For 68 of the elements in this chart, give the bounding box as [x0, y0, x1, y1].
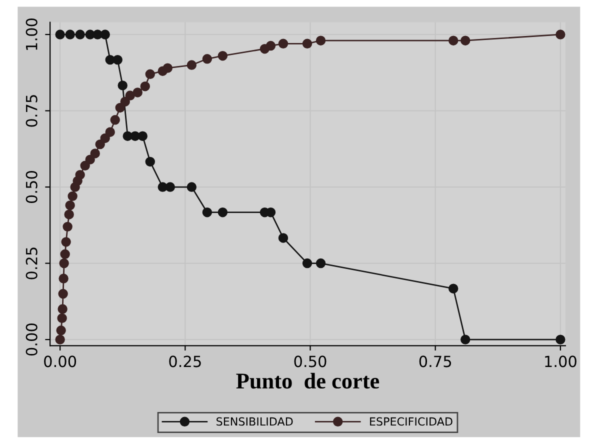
point — [138, 131, 148, 141]
point — [556, 30, 566, 40]
point — [140, 82, 150, 92]
point — [202, 54, 212, 64]
point — [110, 115, 120, 125]
point — [316, 258, 326, 268]
point — [59, 258, 69, 268]
point — [62, 222, 72, 232]
point — [68, 191, 78, 202]
point — [302, 258, 312, 268]
point — [100, 30, 110, 40]
point — [186, 60, 197, 70]
point — [58, 288, 68, 299]
point — [316, 36, 326, 46]
point — [118, 80, 128, 90]
x-tick-label: 0.50 — [294, 356, 326, 368]
point — [448, 36, 458, 46]
point — [278, 233, 288, 243]
point — [556, 334, 566, 344]
point — [64, 210, 74, 220]
legend-label: ESPECIFICIDAD — [370, 417, 452, 426]
point — [105, 127, 115, 137]
x-tick-label: 0.75 — [419, 356, 452, 368]
point — [60, 249, 70, 259]
point — [65, 200, 75, 210]
point — [132, 88, 142, 98]
point — [218, 207, 228, 218]
x-tick-label: 1.00 — [545, 356, 576, 368]
point — [460, 36, 470, 46]
point — [202, 207, 212, 218]
x-axis-title: Punto de corte — [236, 372, 380, 389]
point — [278, 38, 288, 49]
point — [58, 304, 68, 314]
point — [145, 69, 155, 80]
y-tick-label: 0.25 — [26, 248, 38, 280]
y-tick-label: 0.75 — [26, 95, 38, 127]
point — [61, 237, 71, 247]
point — [115, 102, 125, 113]
point — [95, 139, 105, 150]
y-tick-label: 1.00 — [26, 18, 38, 50]
point — [186, 182, 197, 192]
point — [145, 156, 155, 167]
point — [90, 148, 100, 158]
point — [58, 274, 68, 284]
point — [56, 326, 66, 336]
x-tick-label: 0.25 — [169, 356, 201, 368]
point — [75, 30, 85, 40]
point — [80, 160, 90, 171]
point — [57, 313, 67, 324]
point — [55, 30, 65, 40]
point — [100, 133, 110, 144]
point — [65, 30, 75, 40]
point — [162, 63, 173, 73]
point — [266, 40, 276, 51]
point — [75, 170, 85, 180]
point — [302, 38, 312, 49]
point — [120, 96, 130, 106]
y-tick-label: 0.50 — [26, 171, 38, 204]
point — [165, 182, 176, 192]
x-tick-label: 0.00 — [44, 356, 76, 368]
point — [125, 90, 135, 100]
point — [448, 284, 458, 294]
legend-label: SENSIBILIDAD — [216, 417, 293, 426]
point — [218, 50, 228, 61]
point — [460, 334, 470, 344]
point — [55, 334, 65, 344]
point — [85, 154, 95, 164]
point — [112, 54, 122, 65]
